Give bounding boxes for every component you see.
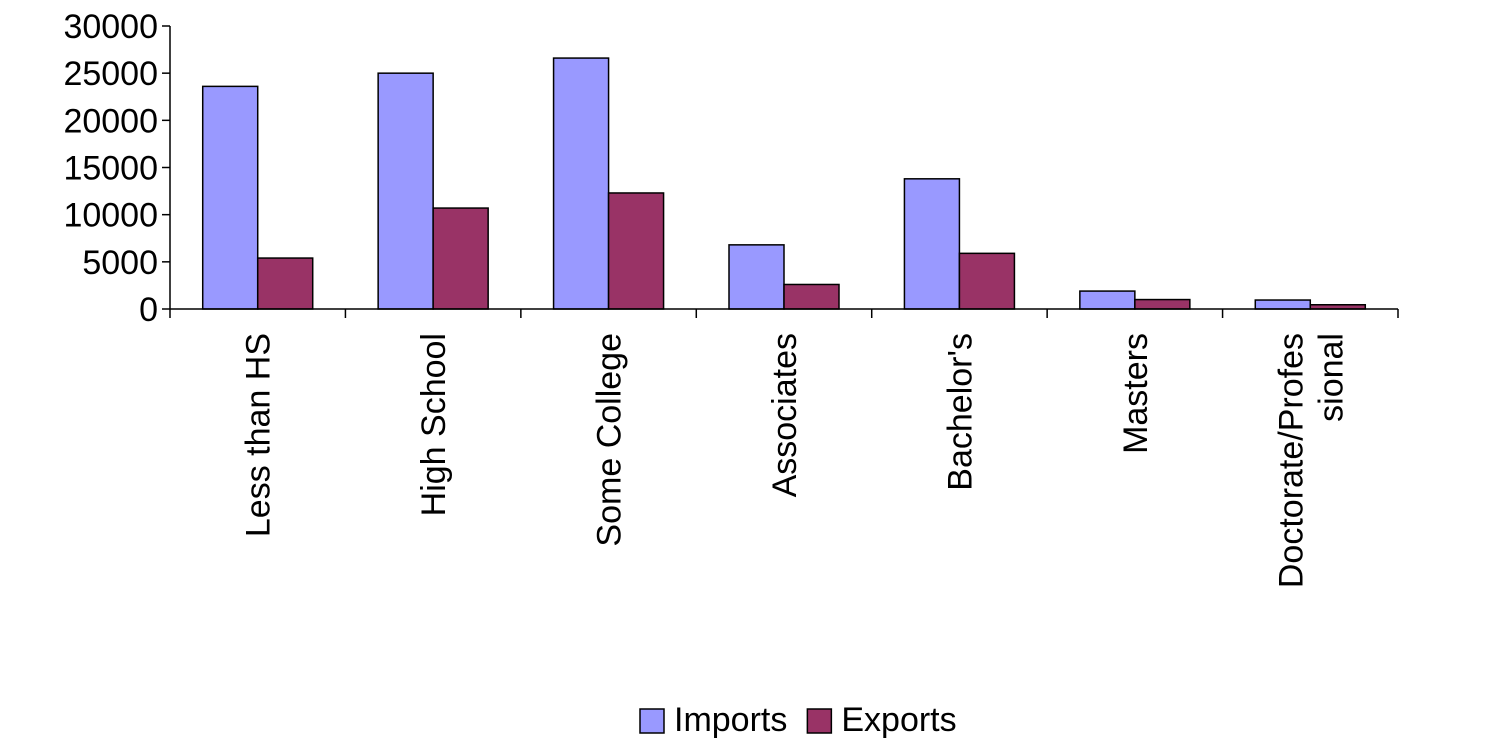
x-category-label: Masters [1117, 333, 1155, 454]
x-category-label: High School [415, 333, 453, 516]
bar-exports-4 [958, 252, 1016, 310]
bar-imports-6 [1254, 299, 1312, 310]
bar-exports-1 [432, 207, 489, 310]
bar-imports-3 [728, 244, 785, 310]
y-tick-label: 25000 [63, 55, 158, 93]
bar-imports-0 [201, 85, 259, 310]
bar-imports-5 [1079, 290, 1136, 310]
bar-imports-1 [377, 72, 434, 310]
legend-swatch-imports [639, 708, 665, 734]
x-category-label: Less than HS [240, 333, 278, 537]
x-category-label: sional [1312, 333, 1350, 422]
legend-label-exports: Exports [841, 701, 956, 739]
bar-exports-2 [607, 192, 665, 310]
bar-exports-5 [1134, 298, 1191, 310]
legend-label-imports: Imports [674, 701, 787, 739]
x-category-label: Associates [766, 333, 804, 497]
legend-swatch-exports [806, 708, 833, 734]
y-axis-ticks: 0 5000 10000 15000 20000 25000 30000 [63, 8, 170, 329]
x-category-label: Bachelor's [941, 333, 979, 491]
y-tick-label: 20000 [63, 102, 158, 140]
bar-imports-2 [552, 57, 610, 310]
bar-exports-0 [256, 257, 314, 310]
y-tick-label: 15000 [63, 150, 158, 188]
x-category-label: Doctorate/Profes [1272, 333, 1310, 588]
legend: Imports Exports [639, 701, 957, 739]
bar-exports-3 [783, 283, 840, 310]
x-category-label: Some College [591, 333, 629, 547]
y-tick-label: 0 [139, 291, 158, 329]
y-tick-label: 30000 [63, 8, 158, 46]
y-tick-label: 5000 [82, 244, 158, 282]
axes [169, 26, 1399, 318]
y-tick-label: 10000 [63, 197, 158, 235]
bar-imports-4 [903, 178, 961, 310]
x-axis-labels: Less than HS High School Some College Assoc… [240, 333, 1351, 588]
bars [201, 57, 1367, 310]
